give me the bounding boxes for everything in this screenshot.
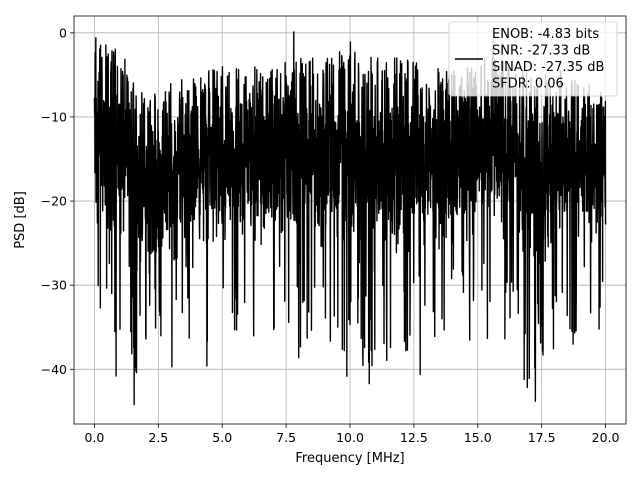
psd-series — [93, 31, 607, 406]
legend-entry: SNR: -27.33 dB — [492, 44, 590, 59]
x-axis-label: Frequency [MHz] — [295, 451, 404, 466]
y-tick-label: −40 — [41, 362, 67, 377]
legend-entry: ENOB: -4.83 bits — [492, 27, 599, 42]
x-tick-label: 7.5 — [276, 430, 296, 445]
y-axis-label: PSD [dB] — [13, 191, 28, 249]
x-tick-label: 10.0 — [336, 430, 364, 445]
x-tick-label: 2.5 — [148, 430, 168, 445]
y-tick-label: −20 — [41, 194, 67, 209]
legend-entry: SFDR: 0.06 — [492, 77, 564, 92]
legend-entry: SINAD: -27.35 dB — [492, 60, 604, 75]
y-tick-label: 0 — [59, 25, 67, 40]
x-tick-label: 12.5 — [400, 430, 428, 445]
psd-line — [93, 31, 607, 406]
x-tick-label: 20.0 — [592, 430, 620, 445]
x-tick-label: 0.0 — [84, 430, 104, 445]
x-axis-ticks: 0.0 2.5 5.0 7.5 10.0 12.5 15.0 17.5 20.0 — [84, 424, 620, 445]
legend-box — [448, 21, 618, 97]
x-tick-label: 5.0 — [212, 430, 232, 445]
y-tick-label: −10 — [41, 109, 67, 124]
y-tick-label: −30 — [41, 278, 67, 293]
y-axis-ticks: 0 −10 −20 −30 −40 — [41, 25, 74, 377]
x-tick-label: 17.5 — [528, 430, 556, 445]
x-tick-label: 15.0 — [464, 430, 492, 445]
